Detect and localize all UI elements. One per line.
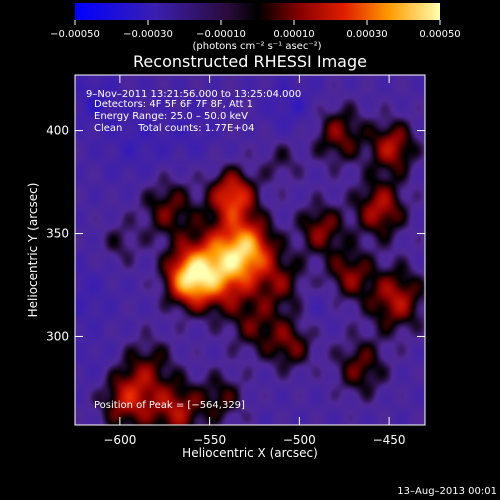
info-annotations: 9–Nov–2011 13:21:56.000 to 13:25:04.000 … xyxy=(86,89,301,411)
x-axis-ticks xyxy=(119,75,390,425)
colorbar-ticks xyxy=(74,20,441,25)
y-axis-ticks xyxy=(75,130,425,337)
annotation-energy: Energy Range: 25.0 – 50.0 keV xyxy=(94,111,248,122)
y-axis-label: Heliocentric Y (arcsec) xyxy=(26,183,40,318)
y-tick-label: 350 xyxy=(46,227,69,241)
x-axis-tick-labels: −600 −550 −500 −450 xyxy=(103,433,405,447)
colorbar-tick-label: −0.00010 xyxy=(196,29,246,40)
heatmap-image xyxy=(75,75,425,425)
colorbar-tick-label: −0.00030 xyxy=(123,29,173,40)
x-tick-label: −450 xyxy=(373,433,406,447)
plot-frame xyxy=(74,74,426,426)
chart-title: Reconstructed RHESSI Image xyxy=(133,52,367,71)
colorbar: −0.00050 −0.00030 −0.00010 0.00010 0.00030 0.… xyxy=(50,3,461,52)
x-tick-label: −550 xyxy=(193,433,226,447)
annotation-detectors: Detectors: 4F 5F 6F 7F 8F, Att 1 xyxy=(94,99,253,110)
x-tick-label: −600 xyxy=(103,433,136,447)
annotation-clean: Clean Total counts: 1.77E+04 xyxy=(94,123,254,134)
plot-area: −600 −550 −500 −450 300 350 400 xyxy=(46,74,426,447)
x-tick-label: −500 xyxy=(283,433,316,447)
annotation-time-range: 9–Nov–2011 13:21:56.000 to 13:25:04.000 xyxy=(86,89,301,100)
annotation-peak: Position of Peak = [−564,329] xyxy=(94,400,245,411)
y-axis-tick-labels: 300 350 400 xyxy=(46,124,69,344)
x-axis-label: Heliocentric X (arcsec) xyxy=(182,446,318,460)
colorbar-tick-label: −0.00050 xyxy=(50,29,100,40)
colorbar-tick-label: 0.00030 xyxy=(346,29,387,40)
colorbar-tick-label: 0.00050 xyxy=(419,29,460,40)
colorbar-gradient xyxy=(75,3,440,20)
colorbar-tick-labels: −0.00050 −0.00030 −0.00010 0.00010 0.00030 0.… xyxy=(50,29,461,40)
y-tick-label: 400 xyxy=(46,124,69,138)
y-tick-label: 300 xyxy=(46,329,69,343)
colorbar-tick-label: 0.00010 xyxy=(273,29,314,40)
footer-date: 13–Aug–2013 00:01 xyxy=(397,486,497,497)
colorbar-unit-label: (photons cm⁻² s⁻¹ asec⁻²) xyxy=(192,41,321,52)
